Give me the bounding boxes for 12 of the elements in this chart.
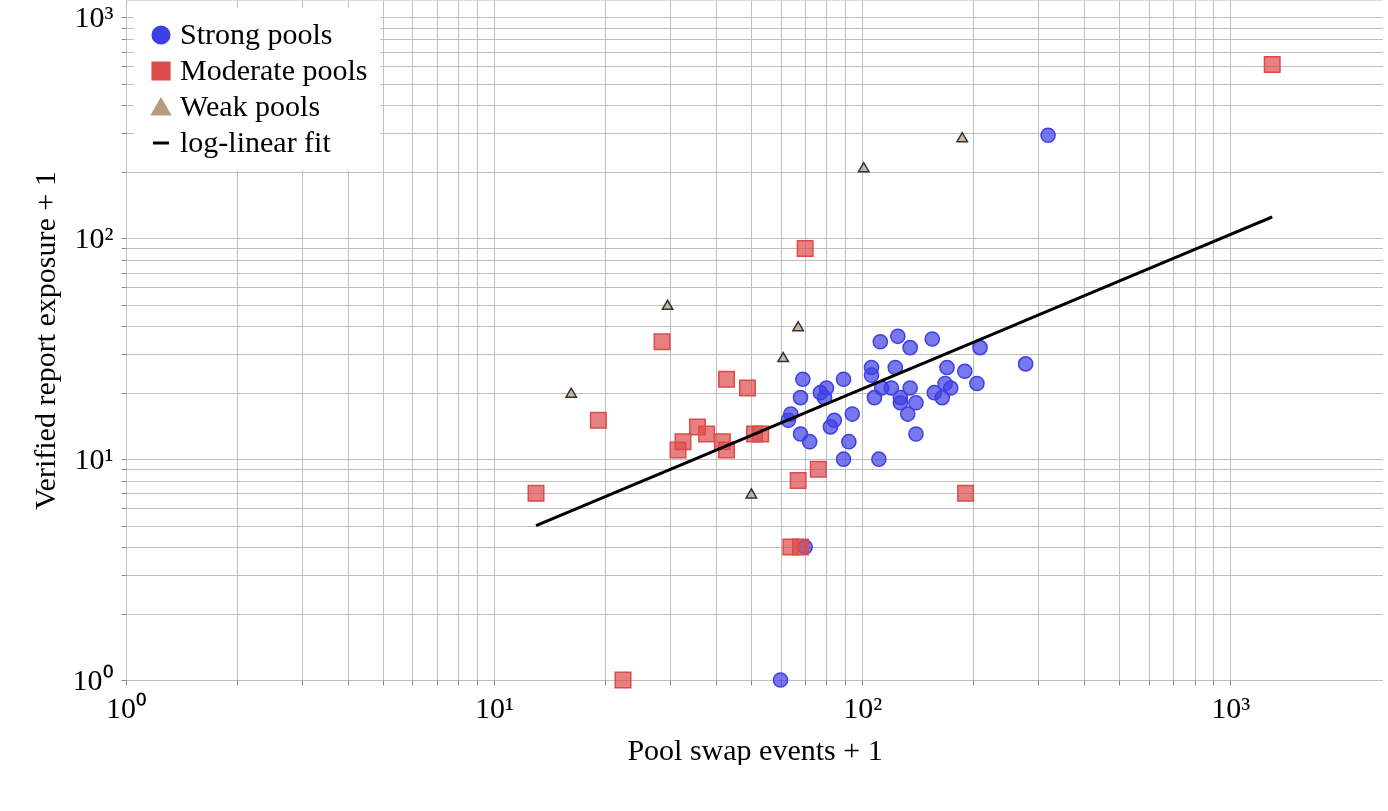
legend-label: log-linear fit bbox=[180, 125, 332, 158]
x-tick-label: 10² bbox=[843, 690, 883, 724]
legend-label: Weak pools bbox=[180, 89, 321, 122]
y-tick-label: 10³ bbox=[74, 0, 114, 33]
x-tick-label: 10¹ bbox=[475, 690, 515, 724]
y-tick-label: 10² bbox=[74, 220, 114, 254]
legend-label: Moderate pools bbox=[180, 53, 368, 86]
x-axis-title: Pool swap events + 1 bbox=[627, 732, 883, 766]
y-axis-title: Verified report exposure + 1 bbox=[27, 171, 61, 510]
y-tick-label: 10¹ bbox=[74, 441, 114, 475]
legend-label: Strong pools bbox=[180, 17, 333, 50]
x-tick-label: 10³ bbox=[1211, 690, 1251, 724]
